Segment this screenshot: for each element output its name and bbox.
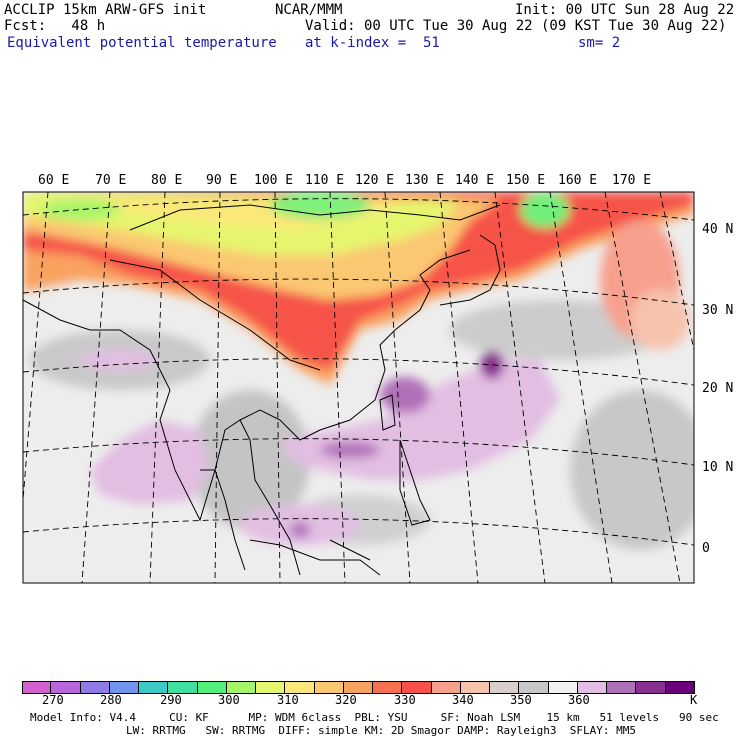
smoothing-label: sm= 2	[578, 35, 621, 51]
colorbar-swatch	[607, 682, 636, 693]
k-index-label: at k-index = 51	[305, 35, 440, 51]
forecast-hour: Fcst: 48 h	[4, 18, 106, 34]
lat-label: 40 N	[702, 222, 734, 237]
colorbar-swatch	[461, 682, 490, 693]
lon-label: 170 E	[612, 173, 652, 188]
colorbar-label: 280	[100, 693, 122, 707]
colorbar-swatch	[256, 682, 285, 693]
colorbar-swatch	[22, 682, 51, 693]
org-label: NCAR/MMM	[275, 2, 343, 18]
colorbar-swatch	[110, 682, 139, 693]
init-time: Init: 00 UTC Sun 28 Aug 22	[515, 2, 735, 18]
model-info-line1: Model Info: V4.4 CU: KF MP: WDM 6class P…	[30, 711, 719, 724]
colorbar-swatch	[490, 682, 519, 693]
colorbar-swatch	[578, 682, 607, 693]
lon-label: 80 E	[151, 173, 183, 188]
valid-time: Valid: 00 UTC Tue 30 Aug 22 (09 KST Tue …	[305, 18, 727, 34]
colorbar-swatch	[285, 682, 315, 693]
lon-label: 160 E	[558, 173, 598, 188]
field-name: Equivalent potential temperature	[7, 35, 277, 51]
lat-label: 10 N	[702, 460, 734, 475]
colorbar-swatch	[198, 682, 227, 693]
colorbar-swatch	[549, 682, 578, 693]
lon-label: 130 E	[405, 173, 445, 188]
lon-label: 70 E	[95, 173, 127, 188]
map-frame	[22, 191, 695, 584]
lon-label: 140 E	[455, 173, 495, 188]
colorbar-swatch	[168, 682, 198, 693]
lon-label: 110 E	[305, 173, 345, 188]
colorbar-swatch	[432, 682, 461, 693]
colorbar-swatch	[373, 682, 402, 693]
colorbar-swatch	[344, 682, 373, 693]
colorbar-swatch	[139, 682, 168, 693]
coastlines	[23, 204, 501, 576]
colorbar-label: 340	[452, 693, 474, 707]
colorbar-label: 310	[277, 693, 299, 707]
model-info-line2: LW: RRTMG SW: RRTMG DIFF: simple KM: 2D …	[126, 724, 636, 737]
colorbar-label: 300	[218, 693, 240, 707]
graticule	[23, 192, 694, 583]
lon-label: 60 E	[38, 173, 70, 188]
colorbar-swatch	[402, 682, 432, 693]
colorbar-swatch	[519, 682, 549, 693]
colorbar-swatch	[227, 682, 256, 693]
colorbar-swatch	[51, 682, 81, 693]
colorbar-swatch	[636, 682, 666, 693]
lon-label: 90 E	[206, 173, 238, 188]
colorbar-label: 330	[394, 693, 416, 707]
field-shading	[23, 192, 694, 583]
colorbar-label: 350	[510, 693, 532, 707]
lat-label: 0	[702, 541, 710, 556]
lon-label: 100 E	[254, 173, 294, 188]
colorbar	[22, 681, 695, 694]
colorbar-label: 320	[335, 693, 357, 707]
colorbar-label: 360	[568, 693, 590, 707]
lon-label: 120 E	[355, 173, 395, 188]
lat-label: 30 N	[702, 303, 734, 318]
colorbar-swatch	[315, 682, 344, 693]
lon-label: 150 E	[506, 173, 546, 188]
model-title: ACCLIP 15km ARW-GFS init	[4, 2, 207, 18]
colorbar-swatch	[81, 682, 110, 693]
lat-label: 20 N	[702, 381, 734, 396]
colorbar-label: 290	[160, 693, 182, 707]
colorbar-unit: K	[690, 693, 698, 707]
colorbar-label: 270	[42, 693, 64, 707]
